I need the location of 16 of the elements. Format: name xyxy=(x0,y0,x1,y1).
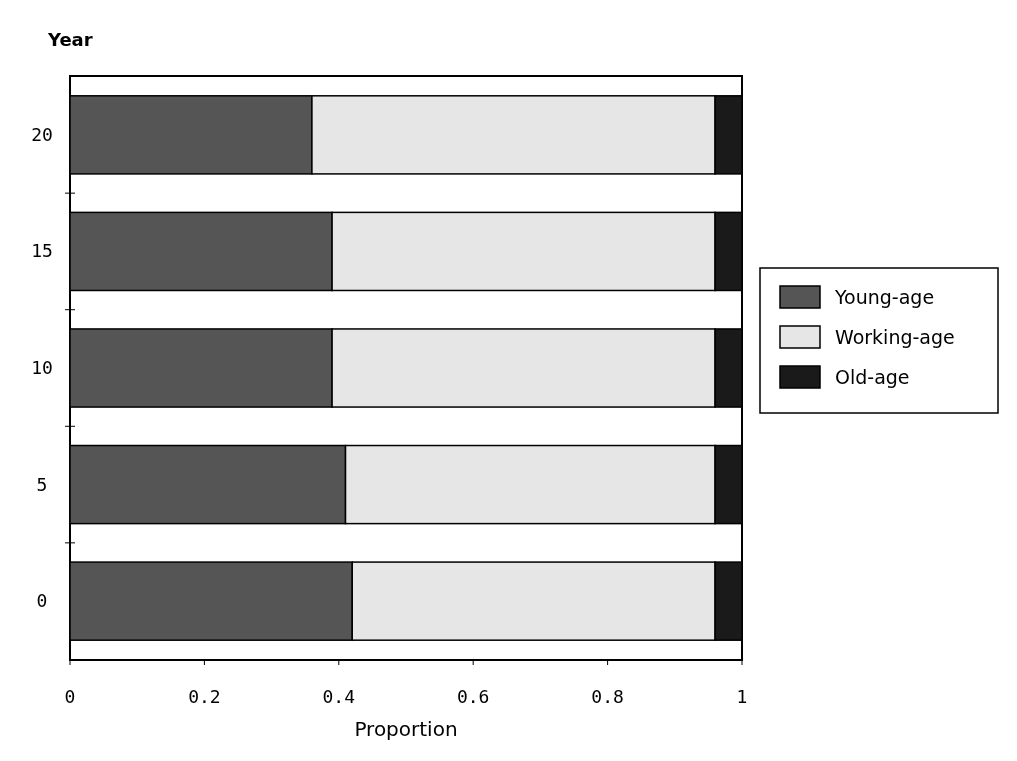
x-tick-label: 0.2 xyxy=(188,686,221,707)
legend-label: Working-age xyxy=(835,326,955,348)
x-tick-label: 0.4 xyxy=(322,686,356,707)
y-tick-label: 0 xyxy=(36,590,48,612)
x-tick-label: 0.6 xyxy=(456,686,490,707)
x-tick-label: 0 xyxy=(64,686,76,707)
y-tick-label: 5 xyxy=(36,473,48,495)
legend-label: Young-age xyxy=(834,286,935,308)
x-tick-label: 1 xyxy=(736,686,748,707)
legend-label: Old-age xyxy=(835,366,910,388)
x-tick-label: 0.8 xyxy=(591,686,624,707)
y-tick-label: 20 xyxy=(31,123,53,145)
y-tick-label: 10 xyxy=(31,357,53,378)
y-tick-label: 15 xyxy=(31,240,53,262)
x-axis-title: Proportion xyxy=(354,717,458,741)
y-axis-title: Year xyxy=(47,29,93,50)
